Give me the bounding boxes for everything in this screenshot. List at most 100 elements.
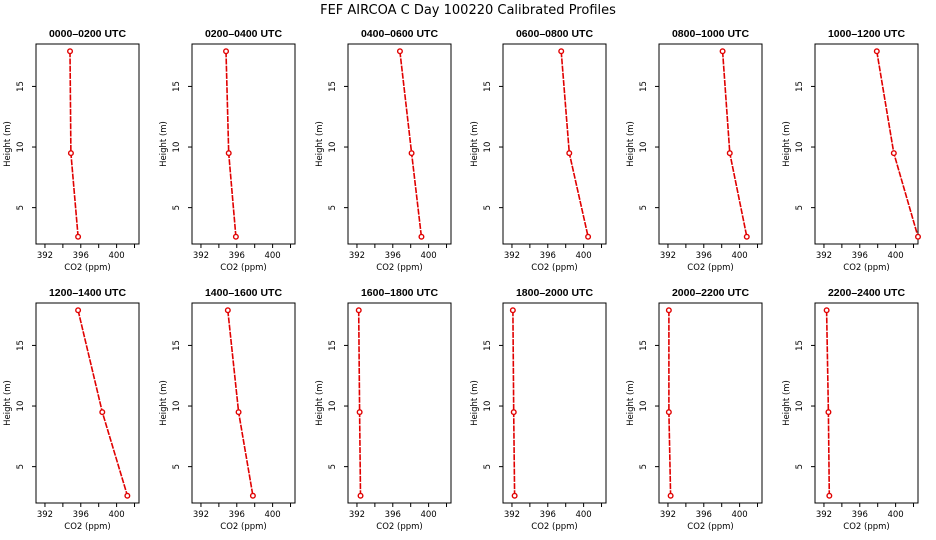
y-axis-label: Height (m): [626, 121, 636, 167]
y-tick-label: 10: [16, 142, 26, 153]
y-tick-label: 15: [639, 81, 649, 92]
x-tick-label: 400: [731, 251, 747, 261]
panel-title: 1000–1200 UTC: [828, 28, 905, 40]
profile-point: [75, 233, 82, 240]
x-tick-label: 396: [852, 251, 868, 261]
profile-point: [235, 409, 242, 416]
profile-panel: 2000–2200 UTC 392 396 400 5 10 15 CO2 (ppm) Heig…: [626, 287, 763, 532]
y-tick-label: 5: [639, 205, 649, 210]
x-tick-label: 392: [816, 251, 832, 261]
profile-line: [69, 51, 79, 237]
y-tick-label: 5: [16, 205, 26, 210]
plot-frame: [35, 43, 140, 245]
y-tick-label: 15: [795, 340, 805, 351]
y-tick-label: 15: [328, 81, 338, 92]
profile-point: [915, 233, 922, 240]
profile-line: [77, 310, 129, 496]
profile-line: [227, 310, 254, 496]
x-tick-label: 396: [696, 510, 712, 520]
x-tick-label: 396: [229, 510, 245, 520]
profile-point: [355, 307, 362, 314]
x-tick-label: 400: [887, 510, 903, 520]
profile-point: [726, 150, 733, 157]
x-tick-label: 400: [108, 251, 124, 261]
x-tick-label: 400: [575, 510, 591, 520]
profile-point: [418, 233, 425, 240]
panel-title: 0400–0600 UTC: [361, 28, 438, 40]
x-tick-label: 392: [816, 510, 832, 520]
y-tick-label: 10: [328, 401, 338, 412]
profile-point: [743, 233, 750, 240]
x-tick-label: 400: [420, 251, 436, 261]
profile-point: [75, 307, 82, 314]
profile-panel: 1000–1200 UTC 392 396 400 5 10 15 CO2 (ppm) Heig…: [782, 28, 922, 273]
profile-point: [665, 307, 672, 314]
x-tick-label: 392: [349, 251, 365, 261]
x-tick-label: 392: [37, 251, 53, 261]
profile-point: [232, 233, 239, 240]
y-axis-label: Height (m): [315, 380, 325, 426]
profile-point: [665, 409, 672, 416]
x-tick-label: 396: [540, 510, 556, 520]
panel-title: 0800–1000 UTC: [672, 28, 749, 40]
profile-point: [585, 233, 592, 240]
y-tick-label: 5: [795, 464, 805, 469]
x-tick-label: 396: [696, 251, 712, 261]
panel-title: 1600–1800 UTC: [361, 287, 438, 299]
y-tick-label: 5: [795, 205, 805, 210]
x-axis-label: CO2 (ppm): [687, 522, 733, 532]
x-axis-label: CO2 (ppm): [531, 263, 577, 273]
x-tick-label: 392: [660, 251, 676, 261]
y-tick-label: 10: [328, 142, 338, 153]
plot-frame: [347, 302, 452, 504]
y-tick-label: 5: [328, 464, 338, 469]
y-tick-label: 15: [328, 340, 338, 351]
x-tick-label: 400: [731, 510, 747, 520]
profile-line: [721, 51, 748, 237]
y-tick-label: 5: [328, 205, 338, 210]
panel-title: 0600–0800 UTC: [516, 28, 593, 40]
y-tick-label: 15: [795, 81, 805, 92]
y-tick-label: 5: [172, 205, 182, 210]
x-tick-label: 392: [193, 251, 209, 261]
y-tick-label: 10: [172, 142, 182, 153]
y-tick-label: 5: [172, 464, 182, 469]
y-axis-label: Height (m): [159, 121, 169, 167]
x-tick-label: 396: [73, 510, 89, 520]
profile-point: [223, 48, 230, 55]
x-tick-label: 396: [852, 510, 868, 520]
profile-panel: 0800–1000 UTC 392 396 400 5 10 15 CO2 (ppm) Heig…: [626, 28, 763, 273]
profile-panel: 0200–0400 UTC 392 396 400 5 10 15 CO2 (ppm) Heig…: [159, 28, 296, 273]
profile-panel: 2200–2400 UTC 392 396 400 5 10 15 CO2 (ppm) Heig…: [782, 287, 919, 532]
profile-point: [99, 409, 106, 416]
panel-title: 1800–2000 UTC: [516, 287, 593, 299]
x-tick-label: 392: [37, 510, 53, 520]
x-axis-label: CO2 (ppm): [531, 522, 577, 532]
y-axis-label: Height (m): [782, 380, 792, 426]
profile-panel: 1600–1800 UTC 392 396 400 5 10 15 CO2 (ppm) Heig…: [315, 287, 452, 532]
y-tick-label: 5: [16, 464, 26, 469]
profile-point: [510, 409, 517, 416]
profile-panel: 0400–0600 UTC 392 396 400 5 10 15 CO2 (ppm) Heig…: [315, 28, 452, 273]
plot-frame: [35, 302, 140, 504]
y-tick-label: 15: [172, 340, 182, 351]
y-tick-label: 15: [483, 340, 493, 351]
profile-point: [826, 492, 833, 499]
profile-line: [357, 310, 362, 496]
y-axis-label: Height (m): [782, 121, 792, 167]
plot-frame: [658, 302, 763, 504]
profile-line: [876, 51, 919, 237]
profile-point: [566, 150, 573, 157]
x-tick-label: 396: [385, 510, 401, 520]
profile-point: [67, 150, 74, 157]
profile-panel: 0600–0800 UTC 392 396 400 5 10 15 CO2 (ppm) Heig…: [470, 28, 607, 273]
panel-title: 2000–2200 UTC: [672, 287, 749, 299]
plot-frame: [191, 43, 296, 245]
panel-title: 2200–2400 UTC: [828, 287, 905, 299]
y-axis-label: Height (m): [3, 380, 13, 426]
plot-frame: [502, 302, 607, 504]
y-axis-label: Height (m): [3, 121, 13, 167]
profile-point: [224, 307, 231, 314]
panel-grid: 0000–0200 UTC 392 396 400 5 10 15 CO2 (ppm) Heig…: [3, 28, 922, 532]
